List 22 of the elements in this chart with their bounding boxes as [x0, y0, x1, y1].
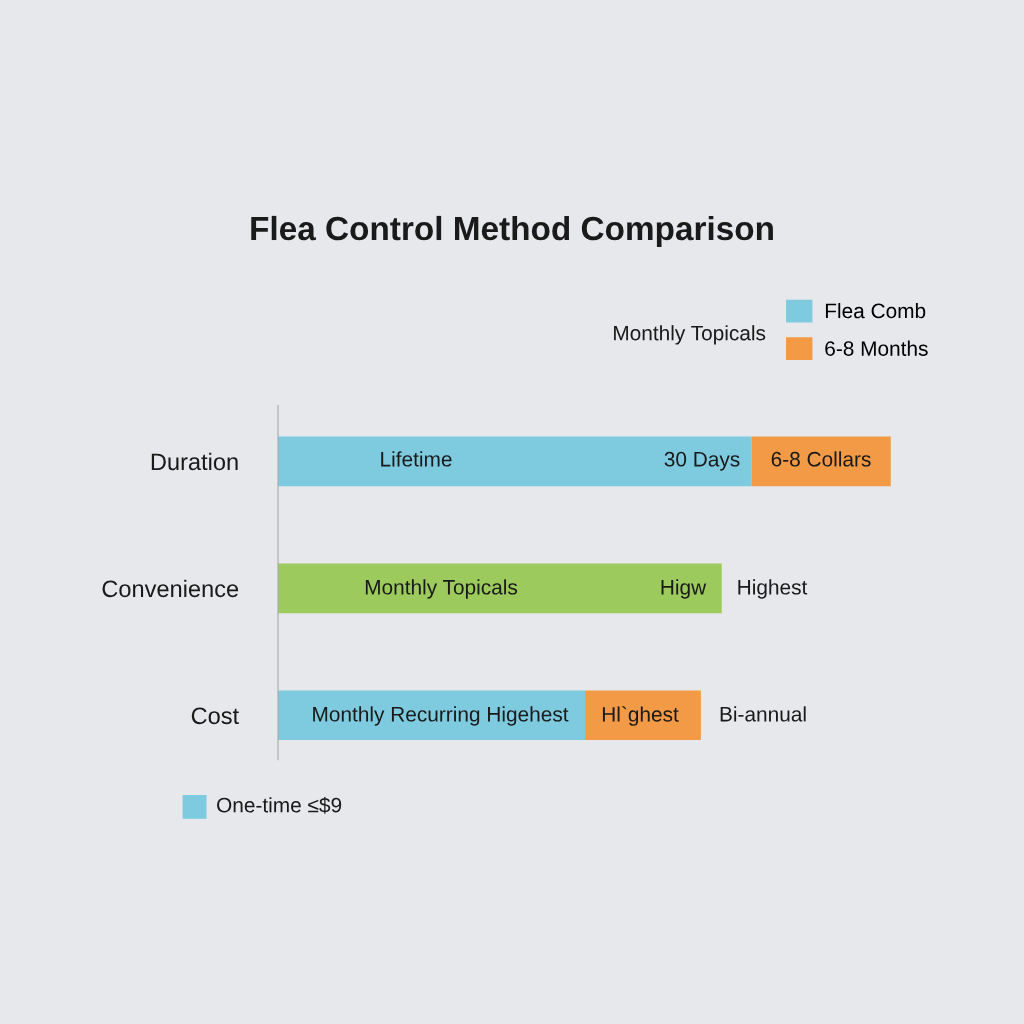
y-tick-label: Duration	[151, 452, 238, 471]
annotation: 30 Days	[664, 451, 740, 471]
y-tick-label: Cost	[191, 707, 239, 725]
bar	[278, 436, 752, 487]
bar	[751, 436, 891, 487]
annotation: Highest	[738, 579, 808, 599]
annotation: 6-8 Collars	[771, 451, 871, 467]
annotation: Lifetime	[381, 451, 452, 467]
annotation: Bi-annual	[720, 706, 806, 722]
text: Monthly Topicals	[614, 325, 766, 345]
bar	[278, 563, 722, 614]
annotation: Monthly Topicals	[365, 579, 518, 599]
y-tick-label: Convenience	[102, 579, 239, 598]
bar	[585, 690, 701, 741]
annotation: Monthly Recurring Higehest	[313, 706, 569, 726]
legend-label: Flea Comb	[825, 302, 926, 319]
annotation: Higw	[661, 579, 707, 599]
annotation: Hl`ghest	[602, 706, 679, 726]
chart-title: Flea Control Method Comparison	[251, 215, 773, 247]
text: One-time ≤$9	[217, 796, 342, 814]
bar	[278, 690, 586, 741]
legend-label: 6-8 Months	[825, 340, 928, 356]
